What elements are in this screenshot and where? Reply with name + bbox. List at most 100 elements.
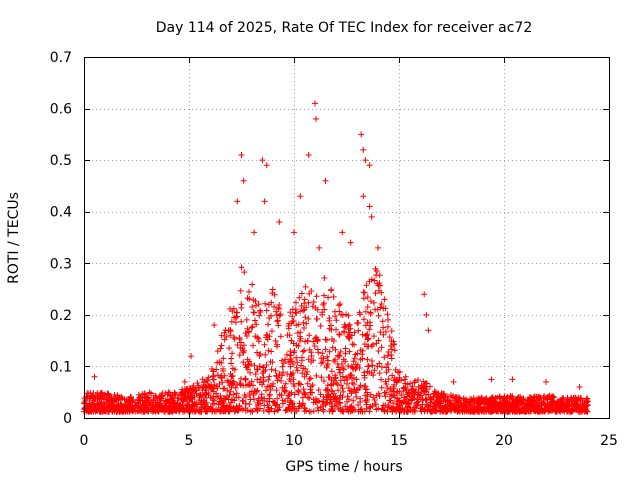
data-point bbox=[541, 392, 548, 399]
data-point bbox=[307, 375, 314, 382]
data-point bbox=[404, 381, 411, 388]
data-point bbox=[366, 326, 373, 333]
data-point bbox=[258, 391, 265, 398]
data-point bbox=[184, 407, 191, 414]
data-point bbox=[342, 403, 349, 410]
data-point bbox=[221, 329, 228, 336]
data-point bbox=[432, 404, 439, 411]
data-point bbox=[266, 392, 273, 399]
data-point bbox=[388, 393, 395, 400]
y-tick-label: 0.5 bbox=[50, 153, 72, 169]
data-point bbox=[375, 337, 382, 344]
data-point bbox=[458, 402, 465, 409]
data-point bbox=[263, 307, 270, 314]
data-point bbox=[382, 402, 389, 409]
data-point bbox=[304, 337, 311, 344]
data-point bbox=[289, 306, 296, 313]
data-point bbox=[364, 356, 371, 363]
data-point bbox=[182, 395, 189, 402]
data-point bbox=[360, 316, 367, 323]
data-point bbox=[388, 346, 395, 353]
data-point bbox=[82, 400, 89, 407]
data-point bbox=[376, 370, 383, 377]
data-point bbox=[274, 395, 281, 402]
data-point bbox=[413, 386, 420, 393]
chart-title: Day 114 of 2025, Rate Of TEC Index for r… bbox=[156, 20, 532, 36]
data-point bbox=[543, 378, 549, 385]
data-point bbox=[314, 306, 321, 313]
data-point bbox=[329, 408, 336, 415]
data-point bbox=[294, 329, 301, 336]
data-point bbox=[380, 324, 387, 331]
data-point bbox=[297, 381, 304, 388]
data-point bbox=[279, 363, 286, 370]
data-point bbox=[362, 397, 369, 404]
data-point bbox=[396, 368, 403, 375]
data-point bbox=[284, 371, 291, 378]
data-point bbox=[251, 309, 258, 316]
data-point bbox=[271, 303, 278, 310]
data-point bbox=[200, 384, 207, 391]
data-point bbox=[422, 380, 429, 387]
data-point bbox=[234, 342, 241, 349]
data-point bbox=[381, 407, 388, 414]
data-point bbox=[124, 408, 131, 415]
data-point bbox=[570, 394, 577, 401]
data-point bbox=[368, 370, 375, 377]
data-point bbox=[401, 376, 408, 383]
data-point bbox=[189, 394, 196, 401]
data-point bbox=[288, 358, 295, 365]
data-point bbox=[231, 314, 238, 321]
data-point bbox=[206, 406, 213, 413]
data-point bbox=[353, 393, 360, 400]
data-point bbox=[265, 404, 272, 411]
data-point bbox=[360, 289, 367, 296]
data-point bbox=[388, 328, 395, 335]
data-points bbox=[81, 100, 591, 415]
data-point bbox=[237, 287, 244, 294]
data-point bbox=[365, 343, 372, 350]
data-point bbox=[335, 302, 342, 309]
data-point bbox=[85, 390, 92, 397]
data-point bbox=[313, 293, 320, 300]
data-point bbox=[311, 343, 318, 350]
data-point bbox=[335, 387, 342, 394]
data-point bbox=[265, 321, 272, 328]
data-point bbox=[423, 311, 430, 318]
data-point bbox=[249, 323, 256, 330]
data-point bbox=[364, 331, 371, 338]
data-point bbox=[301, 390, 308, 397]
data-point bbox=[344, 398, 351, 405]
data-point bbox=[573, 402, 580, 409]
data-point bbox=[340, 356, 347, 363]
data-point bbox=[137, 405, 144, 412]
data-point bbox=[232, 384, 239, 391]
data-point bbox=[253, 321, 260, 328]
data-point bbox=[359, 347, 366, 354]
data-point bbox=[513, 403, 520, 410]
data-point bbox=[345, 322, 352, 329]
data-point bbox=[360, 193, 367, 200]
data-point bbox=[285, 322, 292, 329]
data-point bbox=[409, 395, 416, 402]
data-point bbox=[325, 357, 332, 364]
data-point bbox=[318, 374, 325, 381]
data-point bbox=[272, 367, 279, 374]
data-point bbox=[336, 331, 343, 338]
data-point bbox=[422, 388, 429, 395]
data-point bbox=[447, 405, 454, 412]
data-point bbox=[325, 294, 332, 301]
data-point bbox=[376, 280, 383, 287]
data-point bbox=[386, 334, 393, 341]
data-point bbox=[282, 398, 289, 405]
data-point bbox=[317, 391, 324, 398]
data-point bbox=[97, 393, 104, 400]
data-point bbox=[291, 229, 297, 236]
data-point bbox=[420, 384, 427, 391]
data-point bbox=[287, 363, 294, 370]
data-point bbox=[350, 374, 357, 381]
data-point bbox=[231, 366, 238, 373]
data-point bbox=[255, 335, 262, 342]
data-point bbox=[298, 302, 305, 309]
